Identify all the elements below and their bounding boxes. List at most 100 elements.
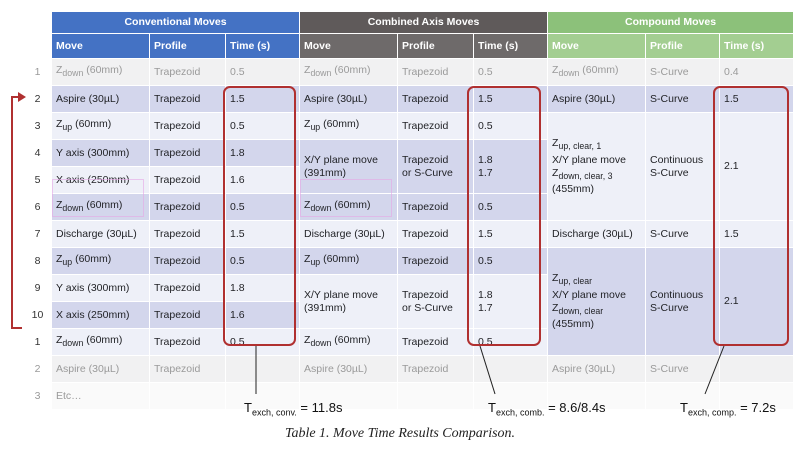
- comp-profile: S-Curve: [645, 355, 721, 383]
- conv-time: 1.8: [224, 139, 301, 167]
- row-number: 10: [23, 301, 52, 329]
- comp-move: Aspire (30µL): [547, 85, 647, 113]
- comb-time: 0.5: [473, 193, 549, 221]
- combined-total: Texch, comb. = 8.6/8.4s: [488, 400, 606, 418]
- comb-profile-xy: Trapezoid or S-Curve: [397, 139, 475, 194]
- col-header-move: Move: [51, 33, 150, 59]
- move-time-table: Conventional Moves Combined Axis Moves C…: [23, 11, 795, 410]
- row-number: 7: [23, 220, 52, 248]
- comp-time: 1.5: [719, 220, 795, 248]
- conv-profile: Trapezoid: [149, 139, 226, 167]
- col-header-profile: Profile: [149, 33, 226, 59]
- comb-time: 0.5: [473, 112, 549, 140]
- col-header-time: Time (s): [473, 33, 549, 59]
- conv-profile: Trapezoid: [149, 355, 226, 383]
- table-row: 5 X axis (250mm) Trapezoid 1.6: [23, 166, 794, 194]
- conv-move: Zup (60mm): [51, 247, 150, 275]
- comb-profile: Trapezoid: [397, 355, 475, 383]
- conv-move: Y axis (300mm): [51, 274, 150, 302]
- comb-move: Aspire (30µL): [299, 355, 399, 383]
- comb-time: 0.5: [473, 58, 549, 86]
- table-row: 1 Zdown (60mm) Trapezoid 0.5 Zdown (60mm…: [23, 328, 794, 356]
- comb-move: Discharge (30µL): [299, 220, 399, 248]
- conv-profile: Trapezoid: [149, 85, 226, 113]
- conv-profile: Trapezoid: [149, 247, 226, 275]
- conv-move: Zdown (60mm): [51, 328, 150, 356]
- combined-time-callout: [467, 86, 541, 346]
- conv-time: 1.5: [224, 85, 301, 113]
- row-number: 4: [23, 139, 52, 167]
- table-row: 10 X axis (250mm) Trapezoid 1.6: [23, 301, 794, 329]
- compound-pointer-line: [704, 345, 725, 395]
- row-number: 2: [23, 85, 52, 113]
- comp-move: Zdown (60mm): [547, 58, 647, 86]
- conv-time: [224, 382, 301, 410]
- conv-move: Aspire (30µL): [51, 85, 150, 113]
- table-row: 3 Etc…: [23, 382, 795, 410]
- comp-profile: S-Curve: [645, 85, 721, 113]
- col-header-time: Time (s): [224, 33, 301, 59]
- table-caption: Table 1. Move Time Results Comparison.: [284, 426, 516, 441]
- col-header-profile: Profile: [397, 33, 475, 59]
- comb-move: [299, 382, 399, 410]
- table-row: 8 Zup (60mm) Trapezoid 0.5 Zup (60mm) Tr…: [23, 247, 795, 356]
- col-header-time: Time (s): [719, 33, 795, 59]
- comb-move-xy: X/Y plane move (391mm): [299, 139, 399, 194]
- comb-move: Zup (60mm): [299, 247, 399, 275]
- comp-time: 1.5: [719, 85, 795, 113]
- comb-profile: Trapezoid: [397, 112, 475, 140]
- conv-time: 0.5: [224, 193, 301, 221]
- comb-time: 0.5: [473, 247, 549, 275]
- combined-pointer-line: [479, 345, 496, 395]
- comb-profile: Trapezoid: [397, 85, 475, 113]
- conv-time: 0.5: [224, 112, 301, 140]
- conv-move: Zup (60mm): [51, 112, 150, 140]
- table-row: 2 Aspire (30µL) Trapezoid 1.5 Aspire (30…: [23, 85, 795, 113]
- table-row: 4 Y axis (300mm) Trapezoid 1.8 X/Y plane…: [23, 139, 794, 194]
- conv-time: 1.6: [224, 166, 301, 194]
- comp-time: [719, 355, 795, 383]
- row-number: 8: [23, 247, 52, 275]
- conv-profile: Trapezoid: [149, 58, 226, 86]
- conv-time: 1.5: [224, 220, 301, 248]
- comb-profile-xy: Trapezoid or S-Curve: [397, 274, 475, 329]
- conv-move: X axis (250mm): [51, 166, 150, 194]
- comp-profile: S-Curve: [645, 220, 721, 248]
- row-number: 2: [23, 355, 52, 383]
- conventional-total: Texch, conv. = 11.8s: [244, 400, 343, 418]
- conv-move: Discharge (30µL): [51, 220, 150, 248]
- comp-profile-block-2: Continuous S-Curve: [645, 247, 721, 356]
- compound-total: Texch, comp. = 7.2s: [680, 400, 776, 418]
- group-header-conventional: Conventional Moves: [50, 11, 301, 34]
- comp-time: [719, 382, 795, 410]
- table-row: 2 Aspire (30µL) Trapezoid Aspire (30µL) …: [23, 355, 795, 383]
- comb-profile: Trapezoid: [397, 193, 475, 221]
- conv-time: [224, 355, 301, 383]
- comp-time-block-1: 2.1: [719, 112, 795, 221]
- comp-move: Discharge (30µL): [547, 220, 647, 248]
- comb-profile: Trapezoid: [397, 328, 475, 356]
- conv-move: Aspire (30µL): [51, 355, 150, 383]
- comb-time: [473, 382, 549, 410]
- table-row: 9 Y axis (300mm) Trapezoid 1.8 X/Y plane…: [23, 274, 794, 329]
- comb-move: Aspire (30µL): [299, 85, 399, 113]
- conv-move: Y axis (300mm): [51, 139, 150, 167]
- decorative-annotation-box: [300, 179, 392, 217]
- conv-profile: Trapezoid: [149, 193, 226, 221]
- group-header-compound: Compound Moves: [547, 11, 795, 34]
- comb-profile: Trapezoid: [397, 58, 475, 86]
- corner-cell: [23, 33, 52, 59]
- col-header-move: Move: [299, 33, 399, 59]
- comp-move-block-1: Zup, clear, 1 X/Y plane move Zdown, clea…: [547, 112, 647, 221]
- conv-profile: Trapezoid: [149, 274, 226, 302]
- conv-time: 1.8: [224, 274, 301, 302]
- conv-time: 0.5: [224, 328, 301, 356]
- comb-time: 1.5: [473, 85, 549, 113]
- conv-profile: Trapezoid: [149, 166, 226, 194]
- decorative-annotation-box: [52, 179, 144, 217]
- conv-time: 0.5: [224, 247, 301, 275]
- comb-profile: Trapezoid: [397, 247, 475, 275]
- table-row: 3 Zup (60mm) Trapezoid 0.5 Zup (60mm) Tr…: [23, 112, 795, 221]
- col-header-profile: Profile: [645, 33, 721, 59]
- comb-move: Zdown (60mm): [299, 58, 399, 86]
